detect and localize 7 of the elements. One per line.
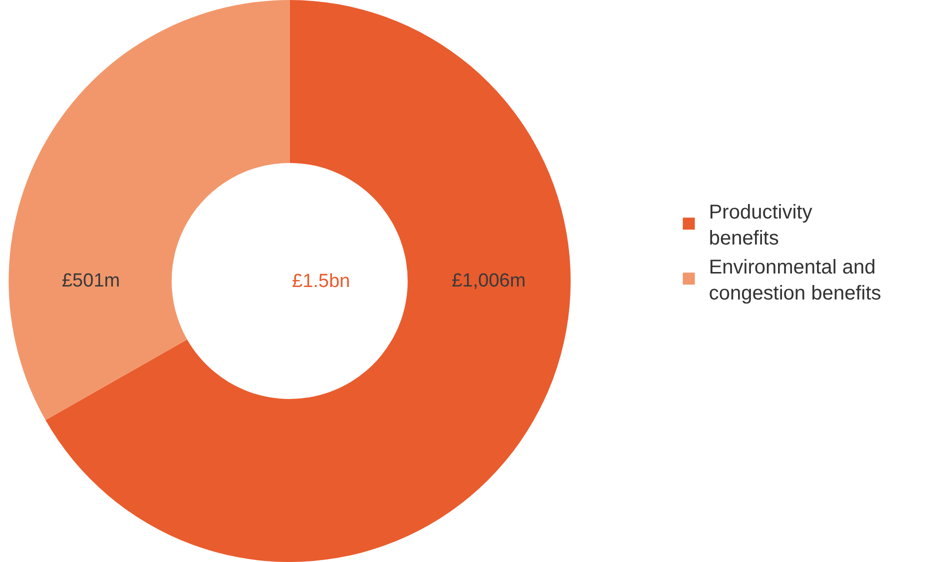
data-label: £1,006m (452, 270, 526, 292)
legend-label: Productivity benefits (708, 201, 812, 250)
data-label: £501m (62, 270, 120, 292)
text: £1.5bn (292, 271, 350, 292)
donut-slice (46, 0, 570, 562)
legend-label: Environmental and congestion benefits (708, 256, 882, 304)
donut-slice (8, 0, 290, 420)
